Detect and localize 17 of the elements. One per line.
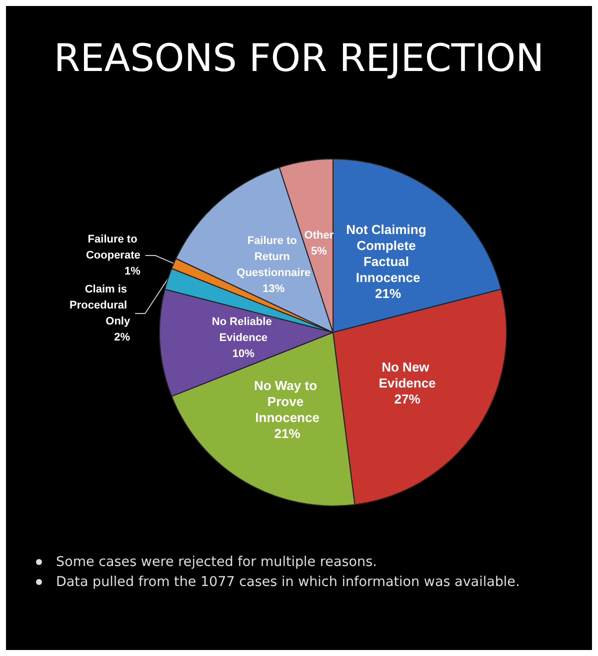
data-label: 10% [232,348,255,360]
slice-label: No New Evidence [378,359,436,390]
chart-title: REASONS FOR REJECTION [52,36,546,80]
text: Data pulled from the 1077 cases in which information was available. [56,574,520,590]
slice-label: Not Claiming Complete Factual Innocence [346,222,430,285]
slice-label: Failure to Cooperate [86,234,140,262]
data-label: 5% [311,246,328,258]
slice-label: Claim is Procedural Only [70,284,131,328]
text: Some cases were rejected for multiple reasons. [56,554,377,570]
slice-label: No Way to Prove Innocence [254,378,321,426]
data-label: 21% [274,426,301,442]
data-label: 27% [394,391,421,406]
data-label: 21% [375,286,402,301]
data-label: 13% [262,283,285,296]
slice-label: No Reliable Evidence [212,316,275,344]
data-label: 1% [124,266,141,278]
data-label: 2% [114,332,130,344]
